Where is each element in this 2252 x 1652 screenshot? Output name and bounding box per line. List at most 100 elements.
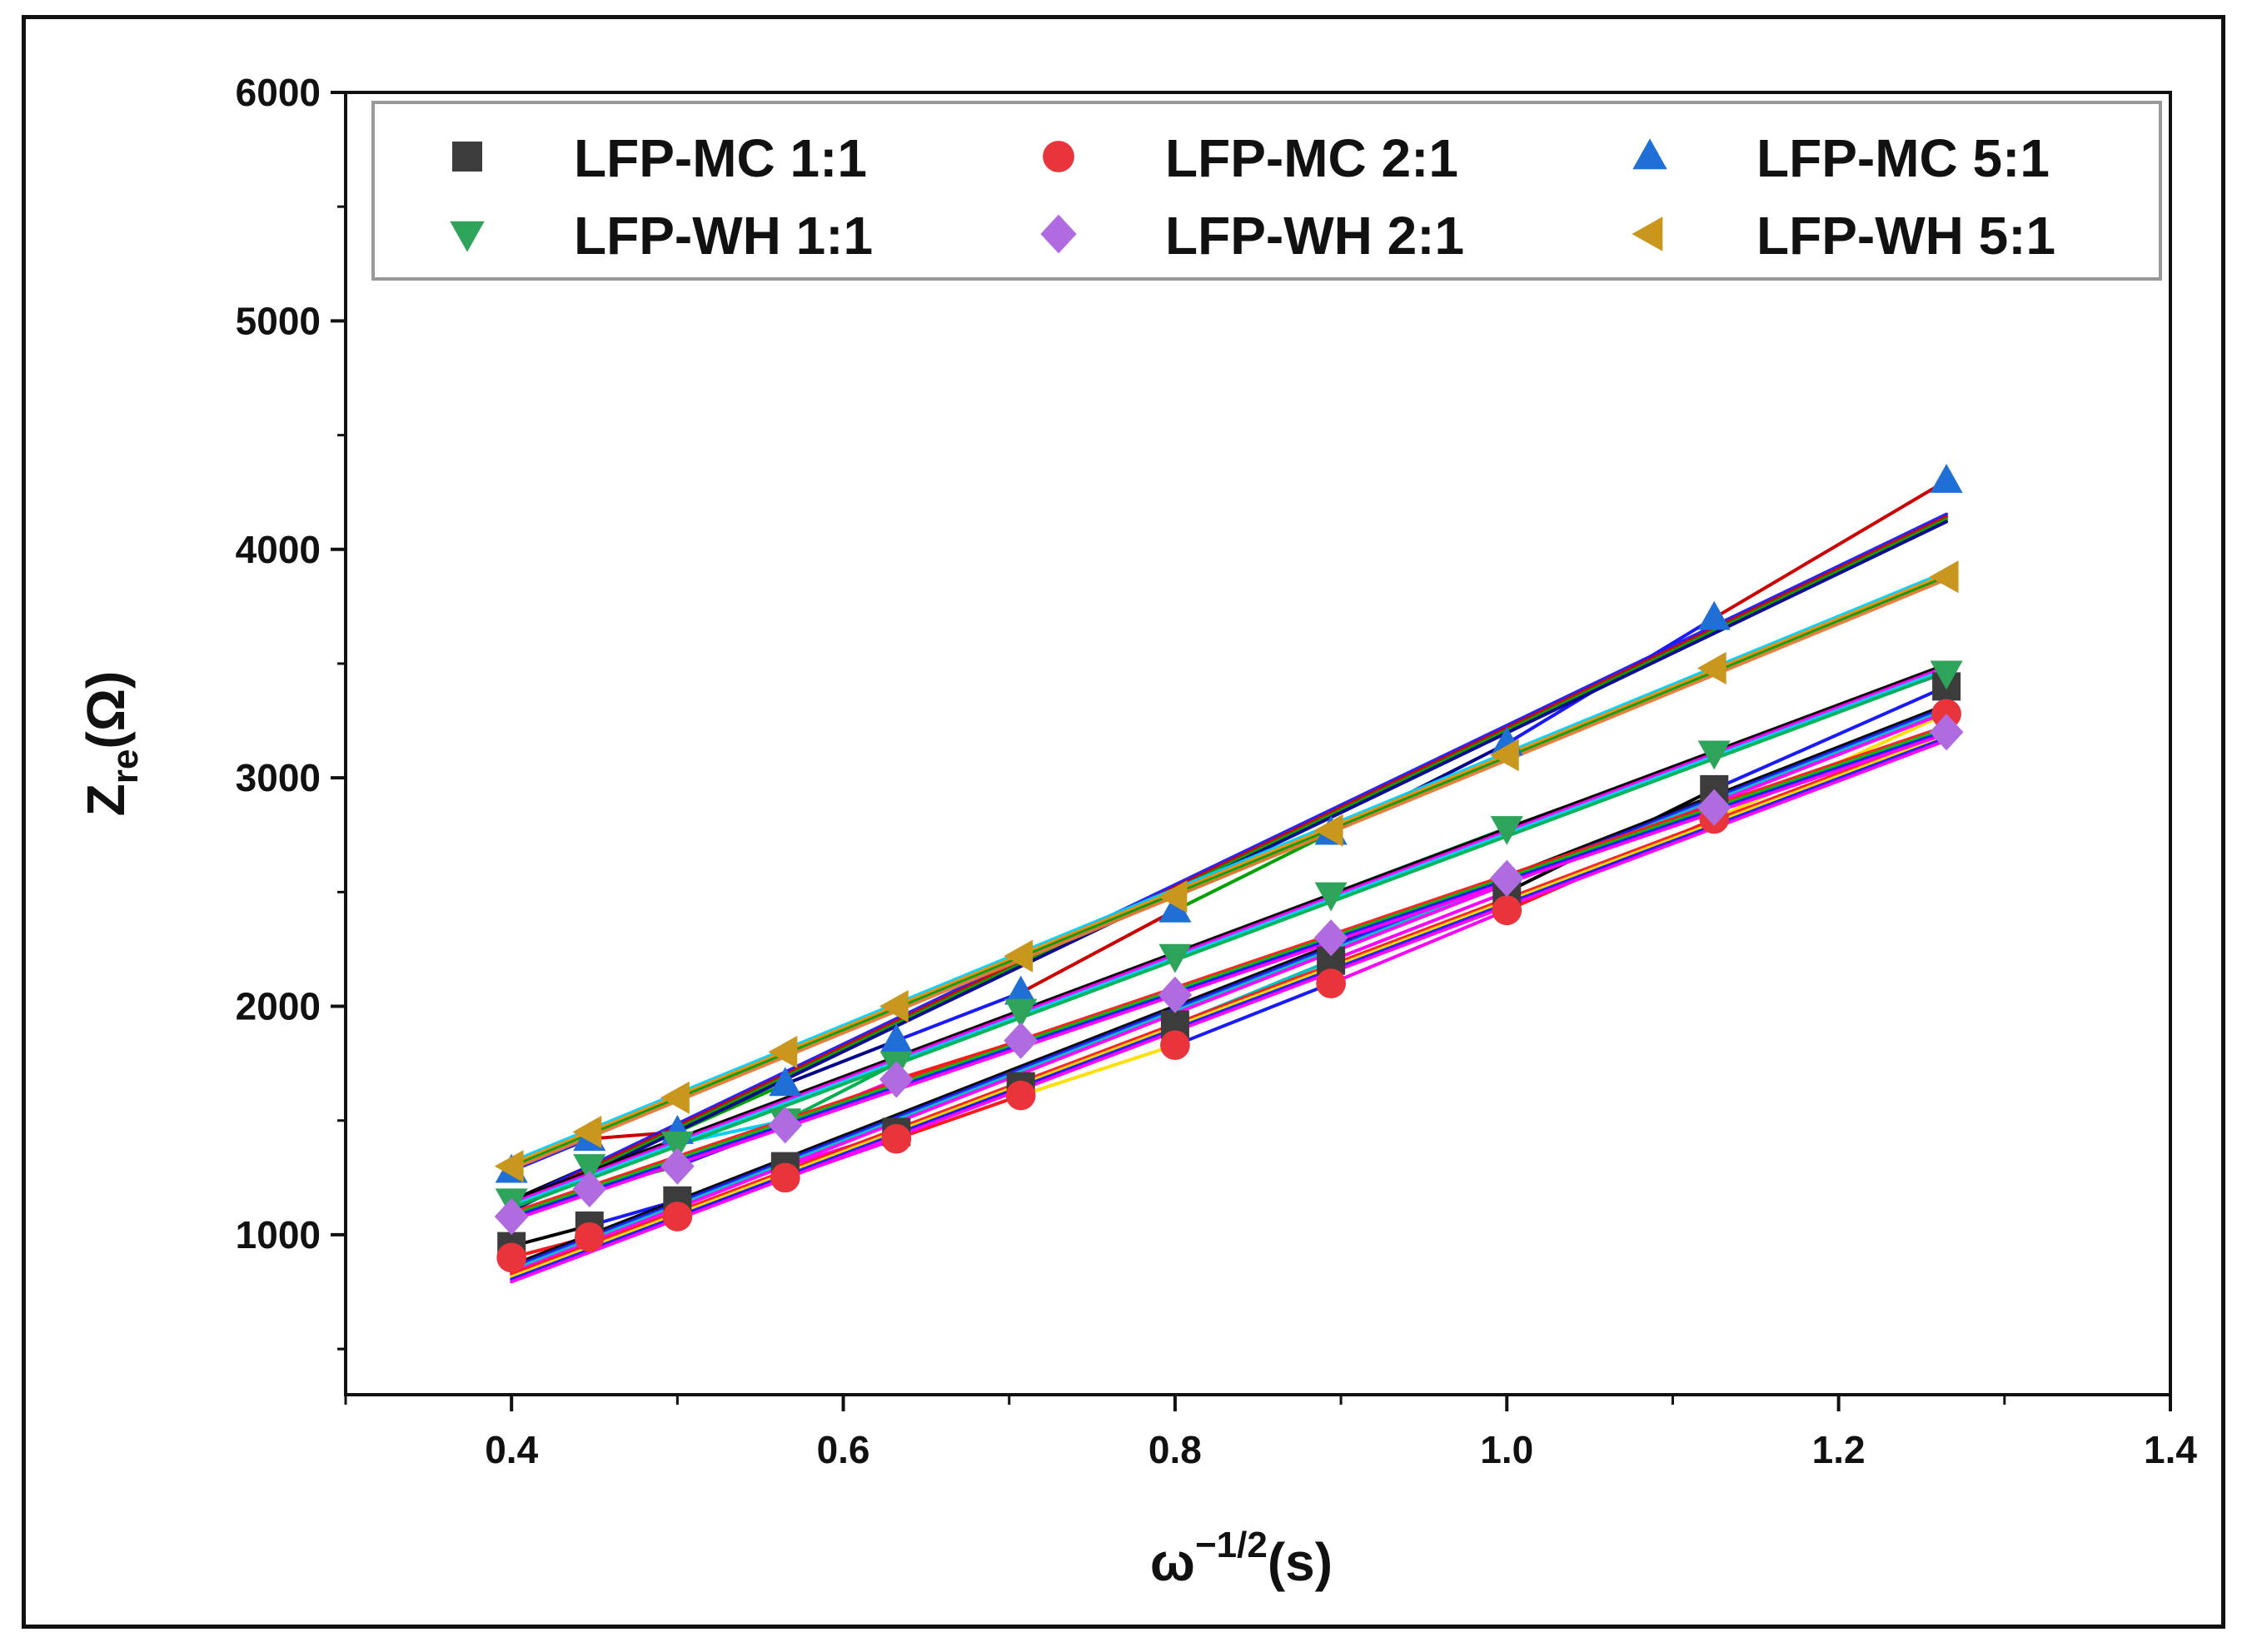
data-point — [1632, 216, 1663, 251]
x-tick-label: 1.4 — [2144, 1428, 2197, 1471]
legend-label: LFP-MC 1:1 — [574, 128, 867, 188]
x-tick-label: 0.8 — [1148, 1428, 1202, 1471]
data-point — [662, 1202, 693, 1232]
fit-line — [510, 739, 1949, 1284]
fit-line — [510, 703, 1949, 1267]
data-point — [1158, 976, 1193, 1013]
data-point — [1004, 998, 1038, 1028]
fit-line — [510, 710, 1949, 1275]
data-point — [1158, 893, 1192, 923]
data-point — [1632, 138, 1667, 170]
fit-line — [510, 515, 1949, 1208]
y-tick-label: 4000 — [236, 528, 321, 571]
fit-line — [510, 736, 1949, 1281]
data-point — [1314, 882, 1348, 912]
figure-frame: 1000 2000 3000 4000 5000 6000 0.4 0.6 0.8 1.0 1.2 1… — [22, 15, 2225, 1629]
data-point — [1004, 1022, 1039, 1059]
fit-line — [510, 670, 1949, 1210]
data-point — [660, 1147, 695, 1185]
legend-label: LFP-MC 2:1 — [1165, 128, 1458, 188]
data-point — [770, 1162, 800, 1193]
data-point — [879, 1023, 913, 1053]
data-point — [1316, 968, 1346, 998]
fit-line — [510, 577, 1949, 1172]
y-tick-label: 1000 — [236, 1213, 321, 1256]
fit-line — [510, 708, 1949, 1272]
data-segment — [783, 1038, 899, 1086]
data-point — [769, 1067, 802, 1097]
legend-label: LFP-WH 2:1 — [1165, 206, 1464, 266]
fit-line — [510, 512, 1949, 1206]
data-point — [881, 1123, 912, 1154]
y-tick-label: 5000 — [236, 299, 321, 342]
data-point — [1160, 1030, 1190, 1061]
data-point — [660, 1081, 690, 1114]
data-point — [574, 1222, 605, 1252]
data-markers — [494, 464, 1964, 1273]
data-segment — [1173, 831, 1333, 913]
y-tick-label: 2000 — [236, 985, 321, 1028]
data-segment — [894, 1093, 1023, 1141]
fit-line — [510, 732, 1949, 1222]
fit-lines — [510, 512, 1949, 1284]
plot-border — [344, 91, 2172, 1396]
legend: LFP-MC 1:1 LFP-MC 2:1 LFP-MC 5:1 LFP-WH 1:1… — [371, 101, 2162, 281]
fit-line — [510, 705, 1949, 1270]
x-tick-label: 0.6 — [817, 1428, 870, 1471]
data-point — [768, 1107, 803, 1144]
data-point — [1492, 895, 1522, 926]
fit-line — [510, 734, 1949, 1279]
fit-line — [510, 668, 1949, 1207]
data-point — [1040, 214, 1077, 254]
legend-label: LFP-WH 1:1 — [574, 206, 873, 266]
data-segment — [894, 991, 1023, 1042]
data-point — [1697, 740, 1731, 770]
data-point — [452, 142, 482, 172]
data-point — [450, 221, 485, 252]
data-point — [1043, 141, 1074, 172]
data-point — [1696, 651, 1726, 685]
data-point — [496, 1242, 527, 1273]
fit-line — [510, 663, 1949, 1202]
data-segment — [1329, 908, 1509, 986]
data-point — [1489, 739, 1519, 772]
data-point — [1313, 919, 1348, 957]
data-point — [1004, 939, 1034, 973]
fit-line — [510, 572, 1949, 1167]
data-point — [1158, 943, 1192, 973]
data-point — [1004, 975, 1038, 1005]
x-tick-label: 1.2 — [1812, 1428, 1866, 1471]
data-point — [1929, 714, 1964, 751]
data-point — [1158, 880, 1188, 913]
data-point — [1490, 816, 1523, 845]
fit-line — [510, 517, 1949, 1211]
x-tick-label: 0.4 — [485, 1428, 538, 1471]
data-segment — [1712, 479, 1949, 620]
data-point — [768, 1035, 798, 1068]
data-point — [572, 1115, 602, 1149]
y-axis-title: Zre(Ω) — [76, 671, 146, 817]
data-segment — [1019, 908, 1177, 995]
data-point — [660, 1131, 694, 1161]
data-point — [572, 1170, 607, 1208]
axes: 1000 2000 3000 4000 5000 6000 0.4 0.6 0.8 1.0 1.2 1… — [236, 71, 2198, 1471]
fit-line — [510, 727, 1949, 1217]
data-point — [1930, 464, 1963, 493]
legend-box — [371, 101, 2162, 281]
fit-line — [510, 665, 1949, 1205]
x-axis-title: ω−1/2(s) — [1150, 1525, 1333, 1592]
data-point — [1697, 600, 1731, 630]
fit-line — [510, 570, 1949, 1164]
chart-svg: 1000 2000 3000 4000 5000 6000 0.4 0.6 0.8 1.0 1.2 1… — [76, 71, 2198, 1592]
y-tick-label: 3000 — [236, 756, 321, 799]
legend-label: LFP-MC 5:1 — [1756, 128, 2050, 188]
data-segment — [1712, 684, 1949, 791]
data-point — [879, 1061, 914, 1098]
data-point — [494, 1197, 529, 1236]
fit-line — [510, 729, 1949, 1220]
data-point — [1696, 789, 1731, 826]
fit-line — [510, 724, 1949, 1215]
data-point — [1930, 660, 1963, 690]
data-point — [879, 989, 909, 1023]
data-point — [1313, 814, 1343, 847]
